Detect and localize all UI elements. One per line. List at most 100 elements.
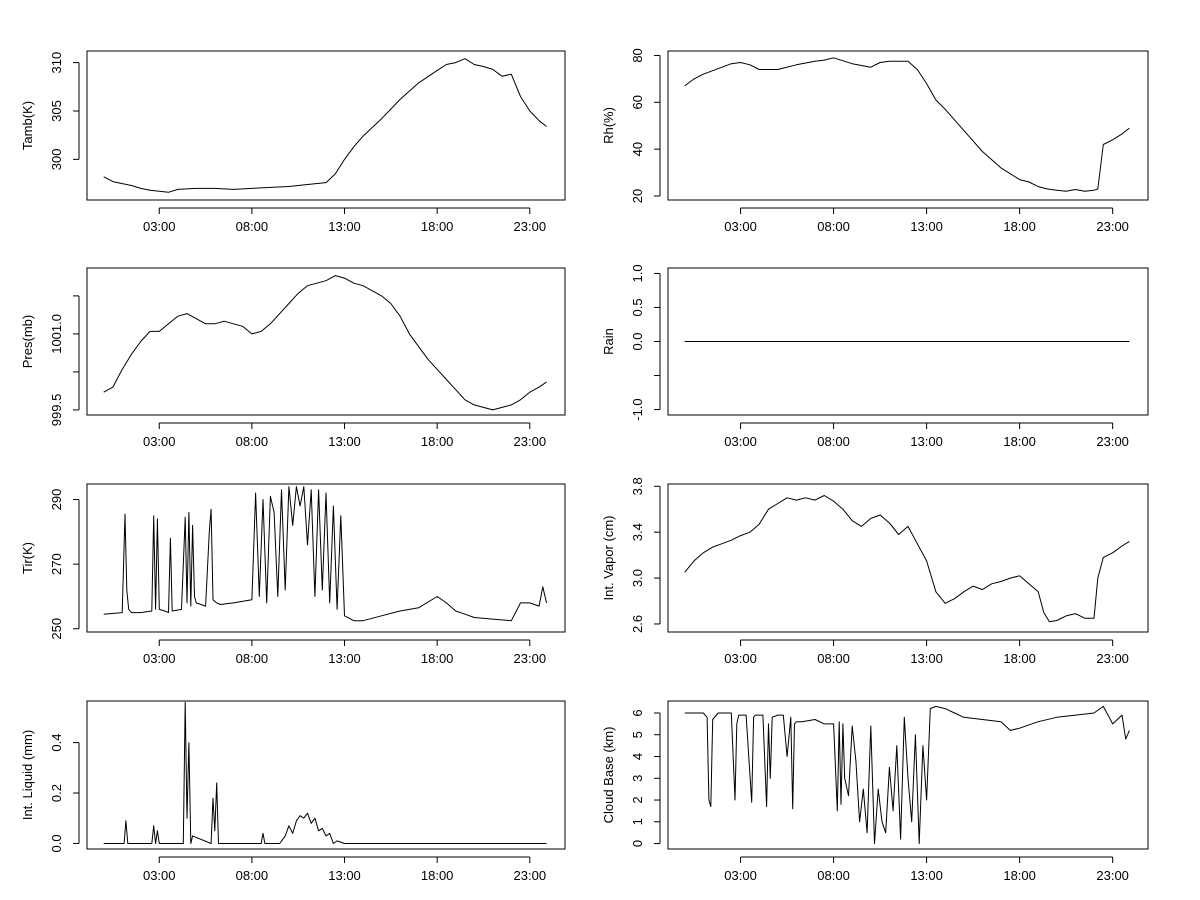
x-tick-label: 08:00 — [817, 219, 850, 234]
y-axis-title: Rain — [601, 328, 616, 355]
x-tick-label: 13:00 — [328, 219, 361, 234]
panel-2: 03:00 08:00 13:00 18:00 23:00 20 40 60 80 Rh(%) — [601, 48, 1149, 234]
x-tick-label: 03:00 — [724, 651, 757, 666]
y-tick-label: 1 — [630, 818, 645, 825]
x-tick-label: 08:00 — [236, 651, 269, 666]
x-tick-label: 03:00 — [143, 219, 176, 234]
y-axis-title: Int. Liquid (mm) — [20, 730, 35, 820]
y-tick-label: 0.5 — [630, 298, 645, 316]
plot-frame — [86, 483, 566, 633]
y-tick-label: 40 — [630, 142, 645, 156]
x-tick-label: 18:00 — [1003, 219, 1036, 234]
plot-frame — [667, 50, 1149, 201]
y-tick-label: 3.0 — [630, 569, 645, 587]
x-tick-label: 18:00 — [421, 434, 454, 449]
x-tick-label: 23:00 — [1096, 868, 1129, 883]
x-tick-label: 13:00 — [910, 868, 943, 883]
x-tick-label: 08:00 — [817, 868, 850, 883]
panel-3: 03:00 08:00 13:00 18:00 23:00 999.5 1001.0 Pres… — [20, 267, 566, 449]
y-tick-label: 300 — [49, 149, 64, 171]
series-line — [103, 58, 547, 193]
series-line — [684, 57, 1130, 192]
y-tick-label: 80 — [630, 48, 645, 62]
series-line — [684, 495, 1130, 623]
x-tick-label: 23:00 — [514, 219, 547, 234]
y-tick-label: 6 — [630, 709, 645, 716]
y-tick-label: 60 — [630, 95, 645, 109]
x-tick-label: 08:00 — [817, 434, 850, 449]
y-tick-label: -1.0 — [630, 398, 645, 420]
y-axis-title: Cloud Base (km) — [601, 727, 616, 824]
panel-8: 03:00 08:00 13:00 18:00 23:00 0 1 2 3 4 5 6 Cloud Ba… — [601, 700, 1149, 883]
x-tick-label: 08:00 — [236, 219, 269, 234]
y-tick-label: 0.0 — [630, 332, 645, 350]
y-axis-title: Rh(%) — [601, 107, 616, 144]
y-tick-label: 20 — [630, 189, 645, 203]
x-tick-label: 13:00 — [328, 651, 361, 666]
panel-7: 03:00 08:00 13:00 18:00 23:00 0.0 0.2 0.4 Int. L… — [20, 700, 566, 883]
y-axis-title: Tir(K) — [20, 542, 35, 574]
y-tick-label: 310 — [49, 52, 64, 74]
y-axis-title: Pres(mb) — [20, 315, 35, 368]
y-tick-label: 3 — [630, 775, 645, 782]
panel-5: 03:00 08:00 13:00 18:00 23:00 250 270 290 Tir(K) — [20, 483, 566, 666]
x-tick-label: 13:00 — [910, 651, 943, 666]
x-tick-label: 18:00 — [1003, 868, 1036, 883]
y-tick-label: 0.4 — [49, 734, 64, 752]
plot-frame — [667, 267, 1149, 416]
y-tick-label: 2 — [630, 796, 645, 803]
x-tick-label: 23:00 — [514, 434, 547, 449]
y-tick-label: 0 — [630, 840, 645, 847]
y-tick-label: 0.2 — [49, 784, 64, 802]
x-tick-label: 08:00 — [817, 651, 850, 666]
y-axis-title: Tamb(K) — [20, 101, 35, 150]
x-tick-label: 18:00 — [421, 868, 454, 883]
series-line — [684, 705, 1130, 845]
x-tick-label: 23:00 — [1096, 434, 1129, 449]
y-tick-label: 270 — [49, 553, 64, 575]
x-tick-label: 03:00 — [724, 434, 757, 449]
x-tick-label: 13:00 — [328, 434, 361, 449]
x-tick-label: 03:00 — [724, 868, 757, 883]
x-tick-label: 18:00 — [1003, 651, 1036, 666]
x-tick-label: 23:00 — [514, 651, 547, 666]
series-line — [103, 275, 547, 411]
x-tick-label: 03:00 — [143, 434, 176, 449]
x-tick-label: 23:00 — [1096, 219, 1129, 234]
y-tick-label: 3.8 — [630, 477, 645, 495]
y-axis-title: Int. Vapor (cm) — [601, 515, 616, 600]
x-tick-label: 03:00 — [143, 868, 176, 883]
plot-frame — [667, 700, 1149, 850]
x-tick-label: 08:00 — [236, 868, 269, 883]
y-tick-label: 250 — [49, 618, 64, 640]
x-tick-label: 23:00 — [514, 868, 547, 883]
x-tick-label: 08:00 — [236, 434, 269, 449]
y-tick-label: 0.0 — [49, 834, 64, 852]
plot-frame — [86, 267, 566, 416]
y-tick-label: 4 — [630, 753, 645, 760]
panel-1: 03:00 08:00 13:00 18:00 23:00 300 305 310 Tamb(K… — [20, 50, 566, 234]
plot-frame — [86, 50, 566, 201]
y-tick-label: 999.5 — [49, 394, 64, 427]
x-tick-label: 18:00 — [1003, 434, 1036, 449]
panel-4: 03:00 08:00 13:00 18:00 23:00 -1.0 0.0 0.5 1.0 Ra… — [601, 264, 1149, 449]
y-tick-label: 1.0 — [630, 264, 645, 282]
y-tick-label: 290 — [49, 489, 64, 511]
x-tick-label: 03:00 — [143, 651, 176, 666]
x-tick-label: 23:00 — [1096, 651, 1129, 666]
y-tick-label: 305 — [49, 100, 64, 122]
plot-frame — [667, 483, 1149, 633]
x-tick-label: 03:00 — [724, 219, 757, 234]
plot-frame — [86, 700, 566, 850]
y-tick-label: 2.6 — [630, 615, 645, 633]
panel-6: 03:00 08:00 13:00 18:00 23:00 2.6 3.0 3.4 3.8 Int… — [601, 477, 1149, 666]
y-tick-label: 3.4 — [630, 523, 645, 541]
series-line — [103, 701, 547, 844]
y-tick-label: 5 — [630, 731, 645, 738]
x-tick-label: 13:00 — [328, 868, 361, 883]
series-line — [103, 486, 547, 622]
x-tick-label: 13:00 — [910, 219, 943, 234]
x-tick-label: 18:00 — [421, 219, 454, 234]
x-tick-label: 13:00 — [910, 434, 943, 449]
